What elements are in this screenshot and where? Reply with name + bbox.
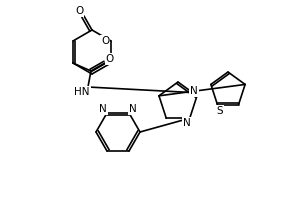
Text: N: N [129,104,137,114]
Text: O: O [101,36,109,46]
Text: O: O [106,54,114,64]
Text: N: N [190,86,198,96]
Text: N: N [183,118,190,128]
Text: O: O [75,6,83,16]
Text: N: N [99,104,107,114]
Text: HN: HN [74,87,90,97]
Text: S: S [216,106,223,116]
